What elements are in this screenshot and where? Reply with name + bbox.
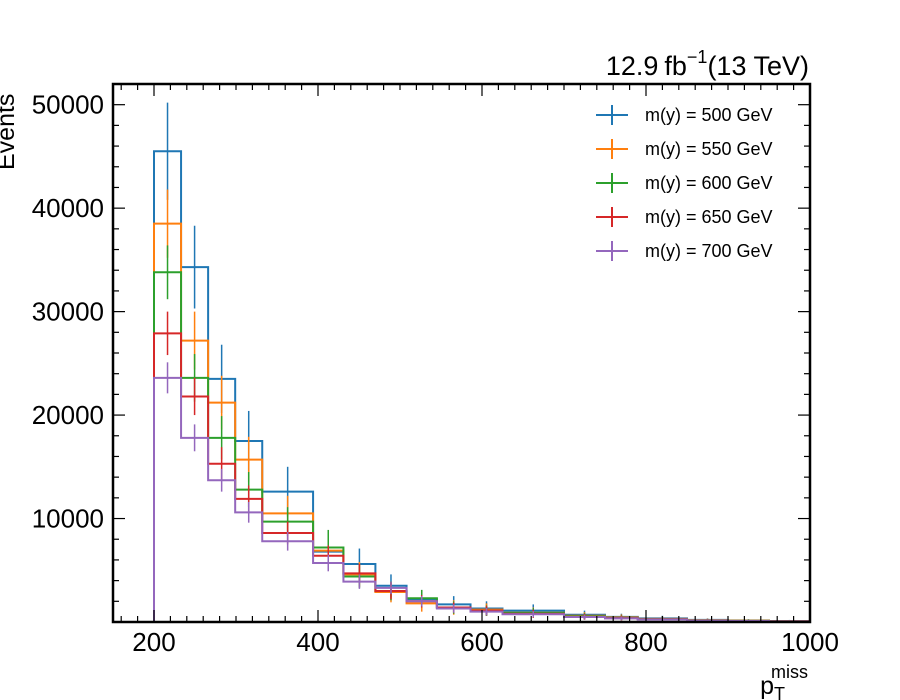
x-tick-label: 800 <box>624 627 667 657</box>
legend-entry-4: m(y) = 700 GeV <box>596 241 773 261</box>
series-step-line <box>153 271 811 623</box>
y-tick-label: 40000 <box>32 193 104 223</box>
series-step-line <box>153 222 811 623</box>
y-tick-label: 10000 <box>32 504 104 534</box>
legend-entry-3: m(y) = 650 GeV <box>596 207 773 227</box>
legend-label: m(y) = 500 GeV <box>645 105 773 125</box>
axes-frame <box>111 82 812 624</box>
legend-entry-0: m(y) = 500 GeV <box>596 105 773 125</box>
series-4 <box>153 362 811 623</box>
legend-entry-2: m(y) = 600 GeV <box>596 173 773 193</box>
lumi-energy: (13 TeV) <box>707 51 809 81</box>
y-tick-label: 50000 <box>32 90 104 120</box>
legend-label: m(y) = 700 GeV <box>645 241 773 261</box>
series-step-line <box>153 332 811 623</box>
x-tick-label: 600 <box>460 627 503 657</box>
legend-entry-1: m(y) = 550 GeV <box>596 139 773 159</box>
x-tick-label: 200 <box>132 627 175 657</box>
legend-label: m(y) = 600 GeV <box>645 173 773 193</box>
x-axis-title: pTmiss <box>760 662 808 700</box>
x-axis-title-main: p <box>760 672 774 700</box>
lumi-exponent: −1 <box>687 47 708 67</box>
x-axis-title-sup: miss <box>771 662 808 682</box>
series-step-line <box>153 376 811 623</box>
legend-label: m(y) = 650 GeV <box>645 207 773 227</box>
series-3 <box>153 311 811 623</box>
x-tick-label: 1000 <box>781 627 839 657</box>
axes: 200 400 600 800 1000 10000 20000 30000 40000 5000… <box>32 82 839 657</box>
y-tick-label: 20000 <box>32 400 104 430</box>
lumi-unit: fb <box>664 51 687 81</box>
legend: m(y) = 500 GeV m(y) = 550 GeV m(y) = 600 G… <box>596 105 773 261</box>
x-tick-label: 400 <box>296 627 339 657</box>
y-axis-title: Events <box>0 94 20 170</box>
plot-area <box>153 102 811 623</box>
lumi-value: 12.9 <box>606 51 659 81</box>
legend-label: m(y) = 550 GeV <box>645 139 773 159</box>
y-tick-label: 30000 <box>32 297 104 327</box>
series-2 <box>153 245 811 623</box>
luminosity-label: 12.9 fb−1(13 TeV) <box>606 47 809 81</box>
x-axis-title-sub: T <box>774 684 785 700</box>
